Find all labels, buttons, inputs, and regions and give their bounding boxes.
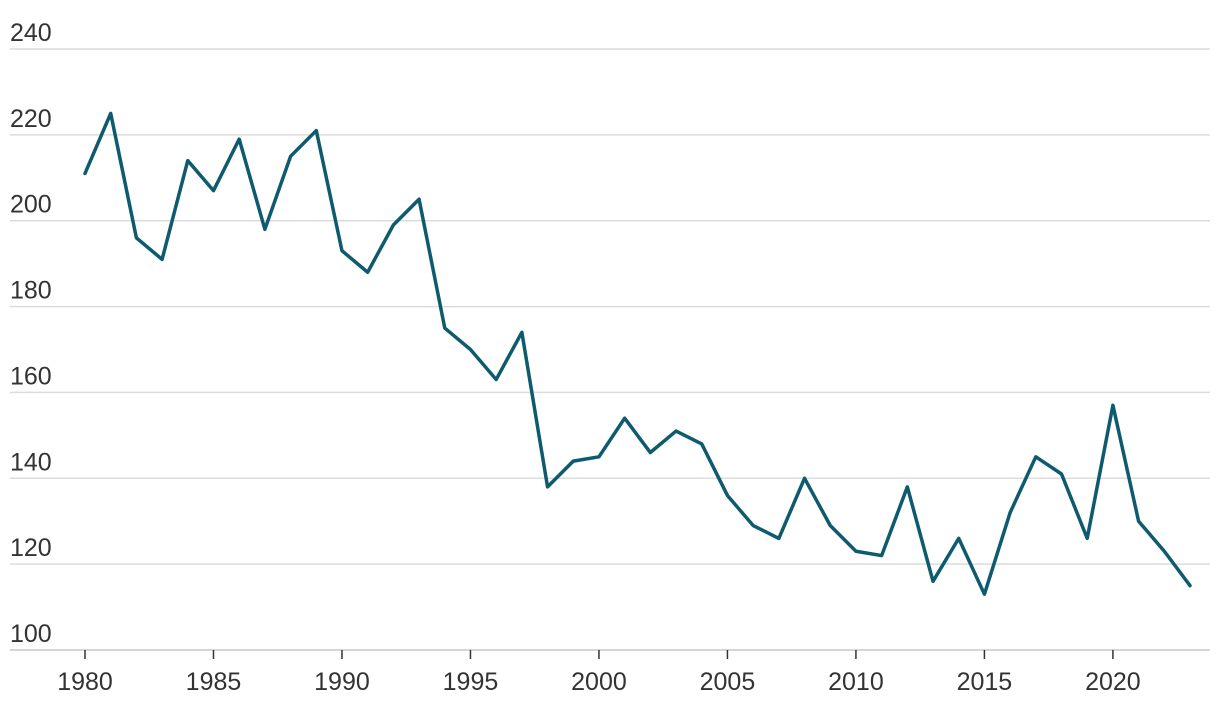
y-tick-label: 180	[10, 277, 52, 305]
x-tick-label: 1995	[443, 668, 499, 696]
y-tick-label: 200	[10, 191, 52, 219]
series-line-value	[83, 111, 1192, 596]
y-tick-label: 160	[10, 362, 52, 390]
y-tick-label: 140	[10, 448, 52, 476]
axis-layer: 100 120 140 160 180 200 220 240 1980 1985 1990 1995…	[10, 19, 1141, 696]
x-tick-label: 1985	[186, 668, 242, 696]
x-tick-label: 2010	[828, 668, 884, 696]
y-tick-label: 120	[10, 534, 52, 562]
x-tick-label: 2015	[957, 668, 1013, 696]
x-tick-label: 2020	[1085, 668, 1141, 696]
x-tick-label: 1990	[314, 668, 370, 696]
y-tick-label: 100	[10, 620, 52, 648]
x-tick-label: 2005	[700, 668, 756, 696]
series-layer	[83, 111, 1192, 596]
x-tick-label: 2000	[571, 668, 627, 696]
y-tick-label: 240	[10, 19, 52, 47]
x-tick-label: 1980	[57, 668, 113, 696]
y-tick-label: 220	[10, 105, 52, 133]
grid-layer	[10, 48, 1210, 651]
